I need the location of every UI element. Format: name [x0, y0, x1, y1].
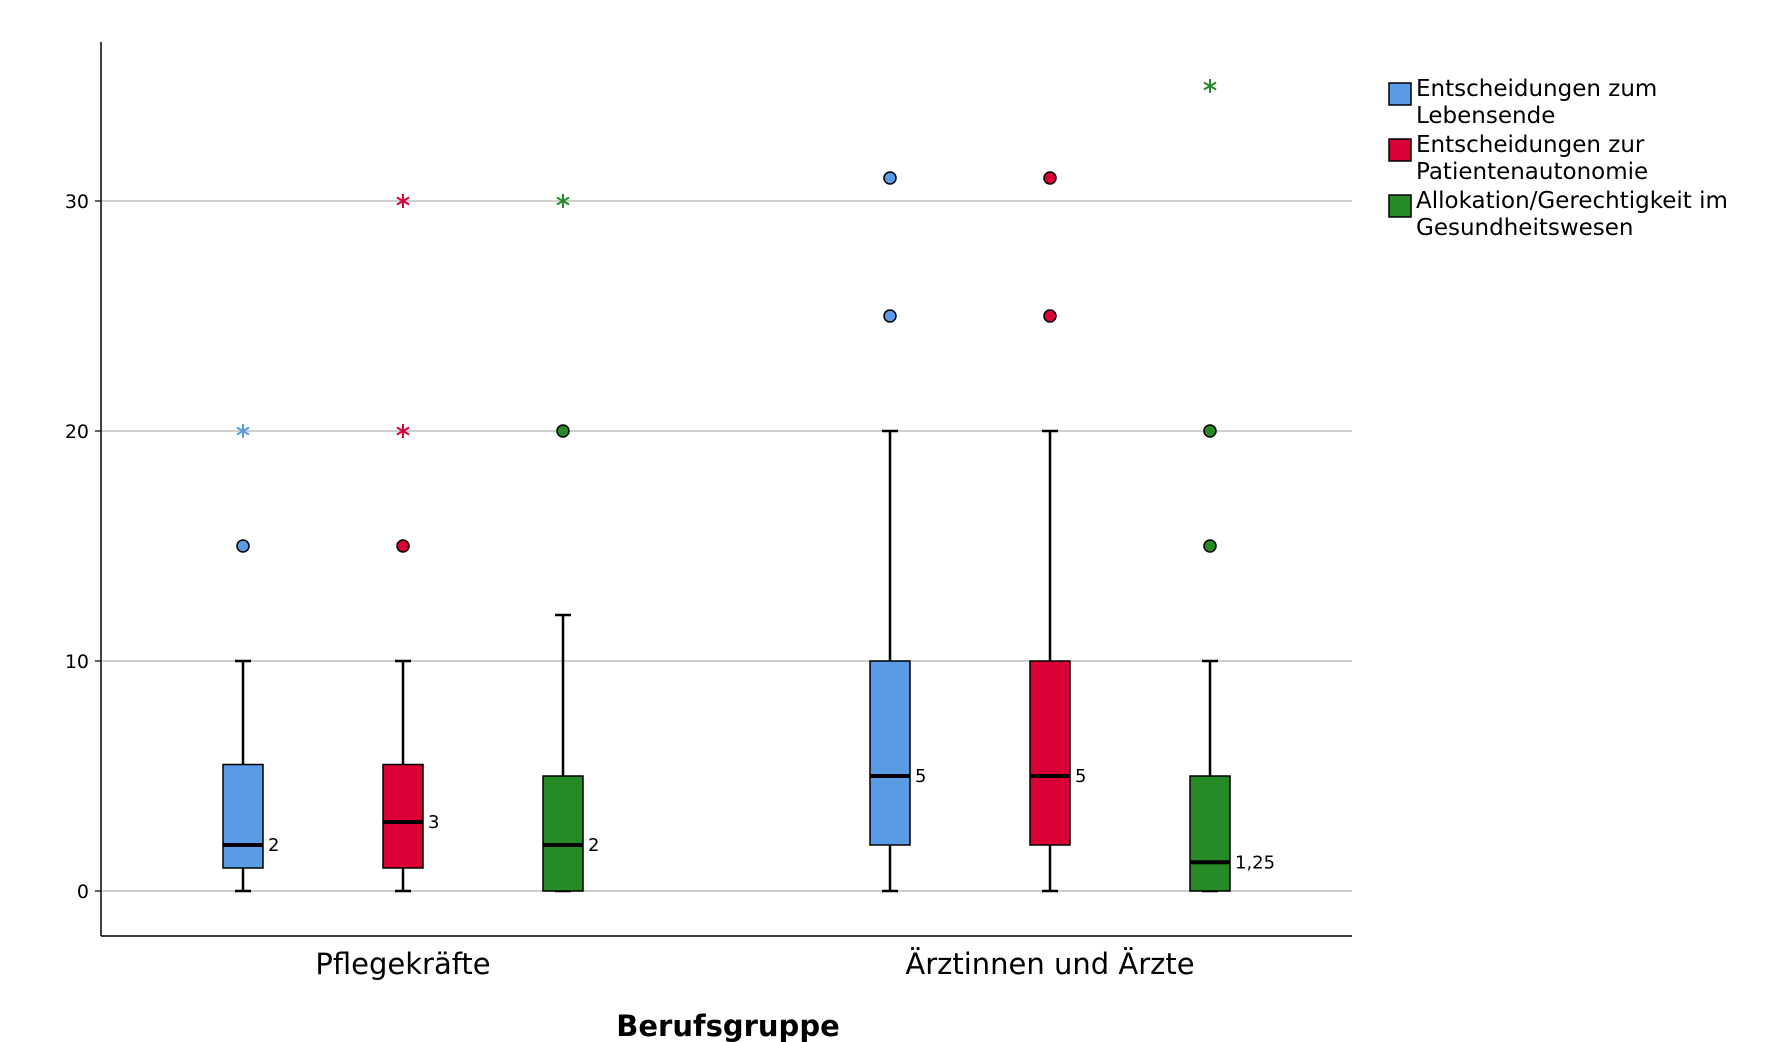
outlier-marker: [883, 309, 897, 323]
boxes: 2 5 3 5 2 1,25: [222, 79, 1275, 893]
median-label: 5: [915, 766, 926, 787]
outlier-marker: [1203, 539, 1217, 553]
legend-swatch: [1388, 82, 1412, 106]
category-label: Pflegekräfte: [315, 947, 490, 981]
box-rect: [1189, 775, 1231, 892]
gridlines: [101, 200, 1352, 892]
y-tick-label: 10: [65, 651, 89, 673]
extreme-marker: [396, 194, 410, 208]
median-label: 2: [588, 835, 599, 856]
box-2-1: 1,25: [1189, 79, 1275, 893]
median-label: 3: [428, 812, 439, 833]
box-1-0: 3: [382, 194, 439, 893]
category-labels: Pflegekräfte Ärztinnen und Ärzte: [315, 947, 1194, 981]
legend-swatch: [1388, 194, 1412, 218]
median-label: 1,25: [1235, 852, 1275, 873]
outlier-marker: [883, 171, 897, 185]
outlier-marker: [556, 424, 570, 438]
y-tick-labels: 0 10 20 30: [65, 191, 101, 903]
axes: [100, 42, 1352, 937]
legend-label: Entscheidungen zur: [1416, 132, 1645, 158]
extreme-marker: [556, 194, 570, 208]
outlier-marker: [236, 539, 250, 553]
extreme-marker: [236, 424, 250, 438]
outlier-marker: [396, 539, 410, 553]
legend-label: Patientenautonomie: [1416, 159, 1648, 185]
box-rect: [222, 763, 264, 869]
box-rect: [382, 763, 424, 869]
box-1-1: 5: [1029, 171, 1086, 893]
x-axis-title: Berufsgruppe: [616, 1009, 840, 1042]
legend-label: Allokation/Gerechtigkeit im: [1416, 188, 1728, 214]
box-2-0: 2: [542, 194, 599, 893]
box-rect: [869, 660, 911, 846]
legend-label: Lebensende: [1416, 103, 1555, 129]
extreme-marker: [396, 424, 410, 438]
median-label: 2: [268, 835, 279, 856]
y-tick-label: 0: [77, 881, 89, 903]
extreme-marker: [1203, 79, 1217, 93]
outlier-marker: [1043, 309, 1057, 323]
box-rect: [542, 775, 584, 892]
box-0-0: 2: [222, 424, 279, 893]
median-label: 5: [1075, 766, 1086, 787]
legend-swatch: [1388, 138, 1412, 162]
legend-label: Entscheidungen zum: [1416, 76, 1657, 102]
outlier-marker: [1203, 424, 1217, 438]
box-0-1: 5: [869, 171, 926, 893]
y-tick-label: 30: [65, 191, 89, 213]
box-rect: [1029, 660, 1071, 846]
category-label: Ärztinnen und Ärzte: [905, 947, 1194, 981]
y-tick-label: 20: [65, 421, 89, 443]
outlier-marker: [1043, 171, 1057, 185]
legend-label: Gesundheitswesen: [1416, 215, 1634, 241]
